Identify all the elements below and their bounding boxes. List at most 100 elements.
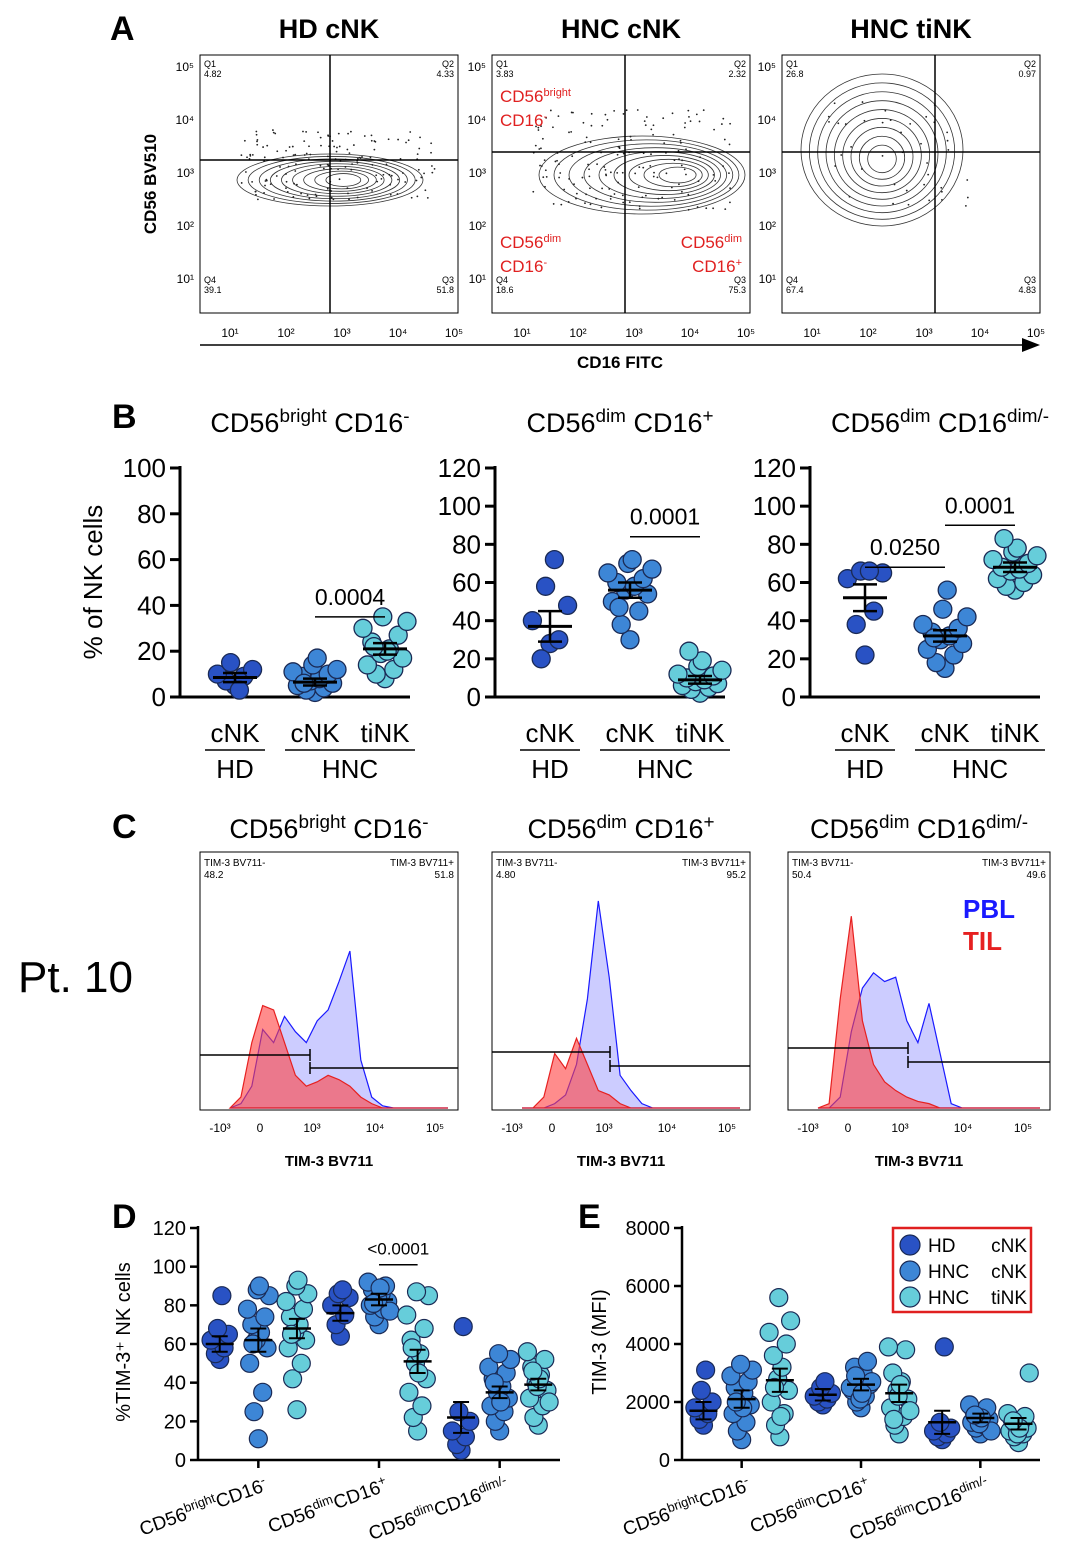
title-base: CD56 — [527, 814, 596, 844]
title-base2: CD16 — [917, 814, 986, 844]
event-dot — [335, 150, 338, 153]
legend-label2: cNK — [991, 1236, 1027, 1257]
event-dot — [662, 117, 665, 120]
event-dot — [573, 183, 575, 186]
gate-label: CD56dim — [500, 233, 561, 252]
event-dot — [256, 140, 258, 143]
event-dot — [588, 175, 591, 178]
event-dot — [729, 201, 731, 204]
x-axis-title: TIM-3 BV711 — [285, 1153, 373, 1170]
event-dot — [681, 159, 684, 162]
event-dot — [650, 153, 652, 156]
gate-minus-value: 48.2 — [204, 870, 224, 881]
event-dot — [609, 195, 612, 198]
event-dot — [698, 120, 701, 123]
x-tick-label: 10² — [859, 326, 876, 340]
event-dot — [358, 156, 361, 159]
legend-box: HD cNK HNC cNK HNC tiNK — [891, 1226, 1033, 1314]
gate-plus-label: TIM-3 BV711+ — [982, 858, 1046, 869]
event-dot — [534, 144, 537, 147]
event-dot — [409, 131, 412, 133]
event-dot — [308, 197, 311, 200]
data-point — [549, 630, 569, 650]
x-tick-label: 10⁵ — [737, 326, 755, 340]
event-dot — [584, 141, 587, 144]
event-dot — [642, 152, 645, 155]
event-dot — [699, 156, 701, 159]
y-tick-label: 0 — [782, 682, 796, 712]
legend-label: HNC — [928, 1262, 969, 1283]
contour-ring — [568, 143, 734, 207]
quadrant-name: Q2 — [1024, 59, 1036, 69]
flow-plot-title: HNC cNK — [561, 14, 682, 44]
event-dot — [419, 136, 421, 139]
label-sup: bright — [665, 1490, 701, 1515]
p-value-label: 0.0001 — [630, 504, 700, 530]
event-dot — [603, 166, 606, 168]
event-dot — [246, 156, 248, 159]
data-point — [696, 1360, 716, 1380]
event-dot — [673, 159, 676, 162]
event-dot — [326, 163, 329, 166]
event-dot — [575, 197, 577, 200]
title-sup2: - — [403, 406, 409, 427]
event-dot — [585, 193, 587, 196]
event-dot — [309, 153, 312, 156]
event-dot — [589, 203, 592, 206]
contour-ring — [281, 163, 393, 197]
event-dot — [537, 126, 540, 129]
event-dot — [539, 164, 541, 167]
data-point — [855, 645, 875, 665]
label-sup2: dim/- — [476, 1472, 508, 1496]
event-dot — [240, 154, 243, 157]
title-base2: CD16 — [633, 408, 702, 438]
event-dot — [255, 193, 257, 196]
histogram-frame — [199, 851, 459, 1111]
event-dot — [941, 198, 943, 201]
title-sup: dim — [596, 812, 626, 833]
data-point — [598, 563, 618, 583]
group-label: HNC — [322, 754, 378, 784]
event-dot — [387, 138, 390, 141]
data-point — [249, 1276, 270, 1296]
event-dot — [347, 132, 349, 135]
panel-label-c: C — [112, 808, 137, 846]
y-tick-label: 40 — [452, 606, 481, 636]
chart-title: CD56dim CD16+ — [526, 406, 713, 439]
event-dot — [544, 185, 546, 188]
event-dot — [285, 149, 287, 152]
event-dot — [337, 132, 340, 135]
event-dot — [861, 101, 864, 103]
event-dot — [374, 140, 377, 143]
event-dot — [426, 196, 429, 199]
event-dot — [254, 190, 257, 193]
event-dot — [326, 187, 329, 190]
label-sup2: - — [741, 1472, 750, 1488]
gate-label: CD56dim — [681, 233, 742, 252]
title-base2: CD16 — [938, 408, 1007, 438]
event-dot — [545, 116, 548, 119]
title-sup2: dim/- — [1007, 406, 1049, 427]
event-dot — [287, 165, 290, 168]
title-sup: dim — [900, 406, 930, 427]
label-sup: dim — [792, 1491, 817, 1512]
event-dot — [264, 184, 266, 187]
x-tick-label: 10³ — [891, 1121, 908, 1135]
gate-minus-label: TIM-3 BV711- — [496, 858, 558, 869]
gate-plus-value: 95.2 — [727, 870, 747, 881]
event-dot — [685, 148, 687, 151]
contour-ring — [303, 168, 377, 192]
gate-minus-value: 50.4 — [792, 870, 812, 881]
y-tick-label: 10² — [177, 219, 194, 233]
event-dot — [416, 195, 419, 198]
label-base: CD56 — [366, 1509, 419, 1545]
event-dot — [571, 155, 574, 158]
event-dot — [670, 186, 673, 189]
data-point — [291, 1353, 311, 1373]
event-dot — [348, 152, 351, 155]
title-sup: dim — [879, 812, 909, 833]
x-tick-label: 10³ — [333, 326, 350, 340]
title-space — [930, 408, 938, 438]
